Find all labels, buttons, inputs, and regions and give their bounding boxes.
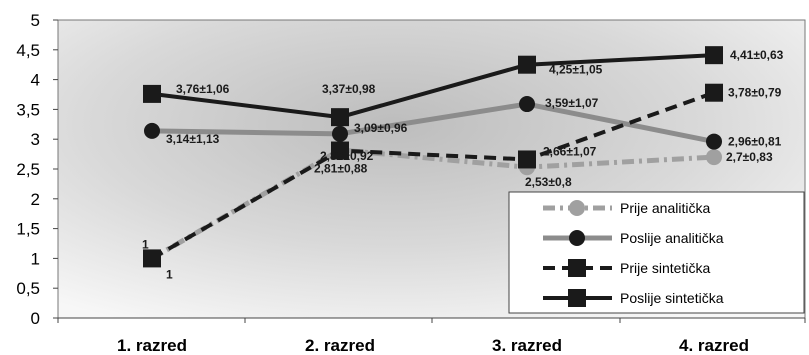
series-line — [150, 147, 715, 261]
y-tick-label: 2 — [31, 190, 40, 209]
data-label: 3,14±1,13 — [166, 132, 220, 146]
legend-label: Poslije analitička — [620, 230, 724, 246]
y-tick-label: 0,5 — [16, 279, 40, 298]
data-point — [519, 96, 535, 113]
y-tick-label: 4,5 — [16, 41, 40, 60]
series-2 — [144, 96, 722, 150]
y-tick-label: 5 — [31, 11, 40, 30]
y-tick-label: 3 — [31, 130, 40, 149]
data-labels: 1 2,82±0,92 2,53±0,8 2,7±0,83 3,14±1,13 3,09±… — [142, 48, 784, 281]
legend-box — [508, 191, 805, 314]
x-tick-label: 1. razred — [117, 336, 187, 355]
data-label: 4,25±1,05 — [549, 63, 603, 77]
data-label: 3,37±0,98 — [322, 82, 376, 96]
data-label: 2,66±1,07 — [543, 144, 597, 158]
data-point — [705, 46, 723, 65]
series-line — [151, 101, 715, 145]
data-label: 4,41±0,63 — [730, 48, 784, 62]
data-label: 3,09±0,96 — [354, 121, 408, 135]
data-point — [518, 150, 536, 169]
y-tick-label: 4 — [31, 71, 40, 90]
data-label: 3,76±1,06 — [176, 82, 230, 96]
x-tick-label: 2. razred — [305, 336, 375, 355]
legend-swatch-marker — [569, 230, 585, 246]
data-label: 2,82±0,92 — [320, 149, 374, 163]
legend-label: Poslije sintetička — [620, 290, 724, 306]
x-tick-label: 3. razred — [492, 336, 562, 355]
data-point — [143, 84, 161, 103]
y-tick-label: 2,5 — [16, 160, 40, 179]
y-tick-label: 1 — [31, 249, 40, 268]
series-line — [151, 90, 715, 261]
data-point — [706, 133, 722, 150]
data-label: 3,78±0,79 — [728, 86, 782, 100]
data-label: 1 — [142, 237, 149, 251]
data-point — [332, 125, 348, 142]
data-point — [518, 55, 536, 74]
y-tick-label: 0 — [31, 309, 40, 328]
y-tick-label: 1,5 — [16, 220, 40, 239]
data-label: 2,53±0,8 — [525, 175, 572, 189]
legend-label: Prije sintetička — [620, 260, 710, 276]
data-label: 1 — [166, 267, 173, 281]
series-4 — [143, 46, 723, 127]
series-group — [143, 46, 723, 268]
data-point — [705, 83, 723, 102]
legend-label: Prije analitička — [620, 200, 710, 216]
legend-swatch-marker — [568, 289, 586, 307]
series-line — [151, 53, 715, 120]
data-point — [331, 108, 349, 127]
axes: 0 0,5 1 1,5 2 2,5 3 3,5 4 4,5 5 1. razred 2. razred 3… — [16, 11, 806, 355]
data-point — [331, 141, 349, 160]
data-point — [706, 149, 722, 166]
data-label: 3,59±1,07 — [545, 96, 599, 110]
legend: Prije analitička Poslije analitička Prije … — [508, 191, 805, 314]
legend-swatch-marker — [568, 259, 586, 277]
data-point — [143, 249, 161, 268]
legend-swatch-marker — [569, 200, 585, 216]
data-label: 2,81±0,88 — [314, 162, 368, 176]
data-point — [144, 122, 160, 139]
data-label: 2,96±0,81 — [728, 135, 782, 149]
x-tick-label: 4. razred — [679, 336, 749, 355]
data-label: 2,7±0,83 — [726, 150, 773, 164]
y-tick-label: 3,5 — [16, 100, 40, 119]
series-3 — [143, 83, 723, 268]
